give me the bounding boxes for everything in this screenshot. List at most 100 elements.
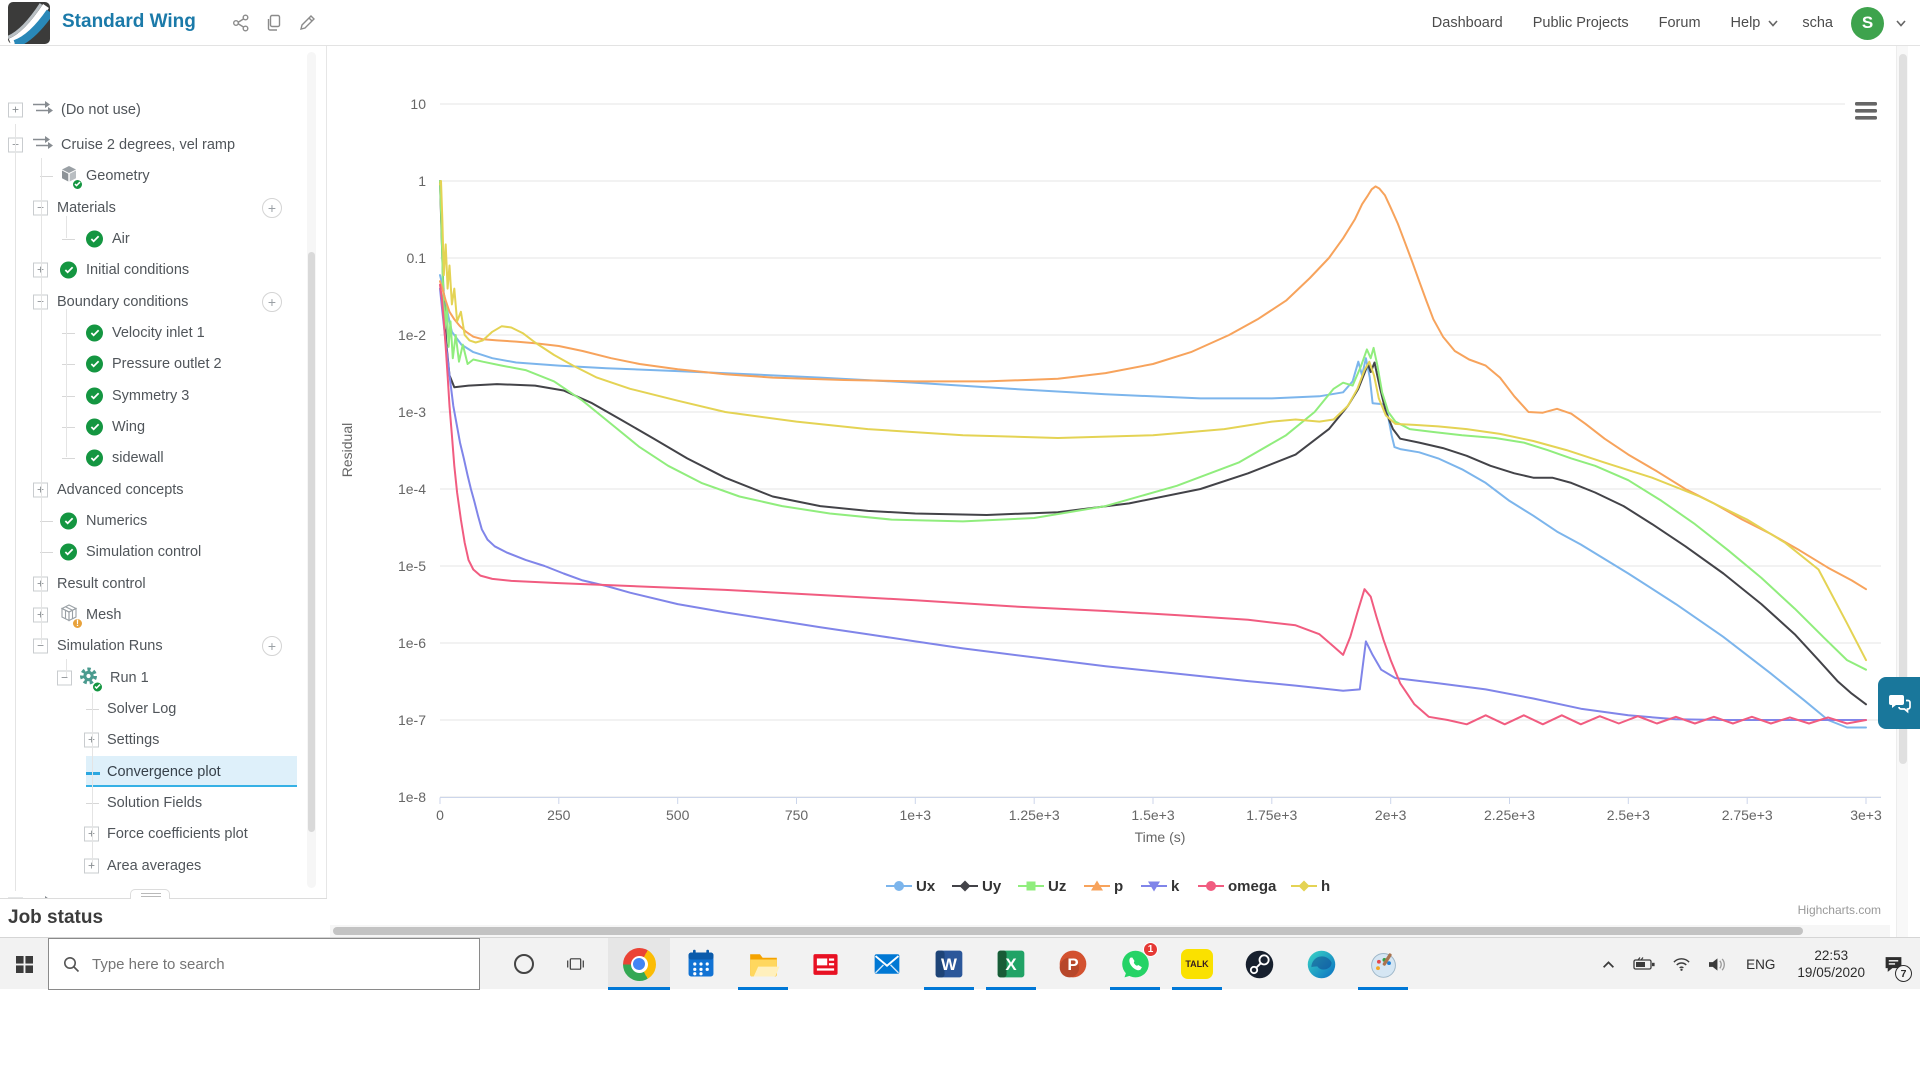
tree-item-wing[interactable]: Wing	[0, 411, 326, 442]
clock[interactable]: 22:53 19/05/2020	[1787, 938, 1875, 990]
app-logo-icon[interactable]	[8, 2, 50, 44]
tree-item-force-coefficients-plot[interactable]: + Force coefficients plot	[0, 818, 326, 849]
tree-item-run-1[interactable]: − Run 1	[0, 662, 326, 693]
expander-icon[interactable]: −	[57, 670, 72, 685]
panel-drag-handle[interactable]	[130, 889, 170, 899]
tree-item-initial-conditions[interactable]: +Initial conditions	[0, 254, 326, 285]
tree-item-simulation-control[interactable]: Simulation control	[0, 536, 326, 567]
tree-item-pressure-outlet-2[interactable]: Pressure outlet 2	[0, 348, 326, 379]
share-icon[interactable]	[232, 14, 250, 32]
tree-item-0-degrees[interactable]: +0 degrees	[0, 889, 326, 898]
sim-icon	[32, 895, 54, 898]
x-axis-tick-label: 1.5e+3	[1131, 807, 1174, 823]
tree-item-label: Settings	[107, 731, 160, 748]
tree-item-air[interactable]: Air	[0, 223, 326, 254]
y-axis-tick-label: 1e-3	[398, 404, 426, 420]
chart-horizontal-scroll-thumb[interactable]	[333, 927, 1803, 935]
powerpoint-icon: P	[1059, 950, 1087, 978]
support-chat-button[interactable]	[1878, 677, 1920, 729]
tray-chevron-up-icon[interactable]	[1592, 938, 1625, 990]
running-indicator	[738, 987, 788, 990]
tree-item-advanced-concepts[interactable]: +Advanced concepts	[0, 474, 326, 505]
volume-icon[interactable]	[1699, 938, 1734, 990]
expander-icon[interactable]: −	[8, 137, 23, 152]
taskbar-app-explorer[interactable]	[732, 938, 794, 990]
legend-item-omega[interactable]: omega	[1198, 878, 1277, 895]
tree-item-cruise-2-degrees-vel-ramp[interactable]: − Cruise 2 degrees, vel ramp	[0, 129, 326, 160]
main-vertical-scroll-thumb[interactable]	[1899, 54, 1907, 764]
taskbar-app-whatsapp[interactable]: 1	[1104, 938, 1166, 990]
chart-menu-button[interactable]	[1845, 94, 1887, 126]
user-menu-chevron-icon[interactable]	[1896, 19, 1906, 27]
tree-item-label: 0 degrees	[61, 897, 126, 899]
expander-icon[interactable]: +	[84, 858, 99, 873]
search-input[interactable]	[92, 955, 432, 973]
add-button[interactable]: +	[262, 197, 282, 218]
nav-public-projects[interactable]: Public Projects	[1532, 15, 1629, 31]
taskbar-app-edge[interactable]	[1290, 938, 1352, 990]
taskbar-app-excel[interactable]: X	[980, 938, 1042, 990]
tree-item-convergence-plot[interactable]: Convergence plot	[0, 756, 326, 787]
task-view-button[interactable]	[551, 938, 599, 990]
legend-item-k[interactable]: k	[1141, 878, 1180, 895]
tree-item-area-averages[interactable]: + Area averages	[0, 850, 326, 881]
legend-item-h[interactable]: h	[1291, 878, 1330, 895]
chart-horizontal-scrollbar[interactable]	[330, 925, 1890, 937]
taskbar-app-kakaotalk[interactable]: TALK	[1166, 938, 1228, 990]
taskbar-app-chrome[interactable]	[608, 938, 670, 990]
add-button[interactable]: +	[262, 635, 282, 656]
taskbar-app-word[interactable]: W	[918, 938, 980, 990]
taskbar-app-calendar[interactable]	[670, 938, 732, 990]
tree-item-simulation-runs[interactable]: − Simulation Runs +	[0, 630, 326, 661]
tree-item-geometry[interactable]: Geometry	[0, 160, 326, 191]
y-axis-tick-label: 10	[410, 96, 426, 112]
tree-guide-line	[66, 216, 67, 238]
avatar[interactable]: S	[1851, 6, 1884, 40]
start-button[interactable]	[0, 938, 48, 990]
expander-icon[interactable]: +	[84, 732, 99, 747]
tree-item-materials[interactable]: −Materials+	[0, 192, 326, 223]
tree-item-velocity-inlet-1[interactable]: Velocity inlet 1	[0, 317, 326, 348]
legend-item-p[interactable]: p	[1084, 878, 1123, 895]
check-icon	[86, 355, 103, 372]
action-center-button[interactable]: 7	[1875, 938, 1920, 990]
add-button[interactable]: +	[262, 291, 282, 312]
chrome-icon	[622, 947, 656, 981]
nav-forum[interactable]: Forum	[1658, 15, 1701, 31]
expander-icon[interactable]: +	[8, 897, 23, 898]
copy-icon[interactable]	[265, 14, 283, 32]
battery-icon[interactable]	[1625, 938, 1664, 990]
tree-item-mesh[interactable]: +!Mesh	[0, 599, 326, 630]
tree-item-symmetry-3[interactable]: Symmetry 3	[0, 380, 326, 411]
nav-dashboard[interactable]: Dashboard	[1431, 15, 1503, 31]
sidebar-scrollbar[interactable]	[307, 52, 316, 888]
legend-item-Uz[interactable]: Uz	[1018, 878, 1066, 895]
main-vertical-scrollbar[interactable]	[1896, 46, 1908, 937]
taskbar-app-news[interactable]	[794, 938, 856, 990]
highcharts-credit[interactable]: Highcharts.com	[1798, 903, 1881, 917]
tree-item-do-not-use[interactable]: + (Do not use)	[0, 94, 326, 125]
tree-item-sidewall[interactable]: sidewall	[0, 442, 326, 473]
tree-item-numerics[interactable]: Numerics	[0, 505, 326, 536]
expander-icon[interactable]: +	[84, 826, 99, 841]
taskbar-app-powerpoint[interactable]: P	[1042, 938, 1104, 990]
legend-item-Uy[interactable]: Uy	[952, 878, 1002, 895]
user-name[interactable]: scha	[1802, 15, 1833, 31]
nav-help[interactable]: Help	[1730, 15, 1761, 31]
edit-pencil-icon[interactable]	[298, 14, 316, 32]
tree-item-boundary-conditions[interactable]: −Boundary conditions+	[0, 286, 326, 317]
sidebar-scroll-thumb[interactable]	[308, 252, 315, 832]
taskbar-app-steam[interactable]	[1228, 938, 1290, 990]
tree-item-solver-log[interactable]: Solver Log	[0, 693, 326, 724]
wifi-icon[interactable]	[1664, 938, 1699, 990]
language-indicator[interactable]: ENG	[1746, 956, 1776, 972]
cortana-button[interactable]	[500, 938, 548, 990]
tree-item-settings[interactable]: + Settings	[0, 724, 326, 755]
legend-item-Ux[interactable]: Ux	[886, 878, 936, 895]
expander-icon[interactable]: +	[8, 102, 23, 117]
tree-item-result-control[interactable]: +Result control	[0, 568, 326, 599]
taskbar-app-paint[interactable]	[1352, 938, 1414, 990]
taskbar-search[interactable]	[48, 938, 480, 990]
taskbar-app-mail[interactable]	[856, 938, 918, 990]
tree-item-solution-fields[interactable]: Solution Fields	[0, 787, 326, 818]
